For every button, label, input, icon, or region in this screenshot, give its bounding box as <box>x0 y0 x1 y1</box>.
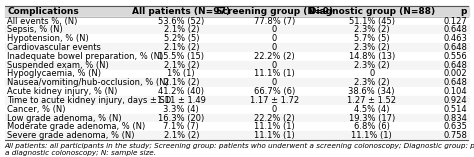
Text: 1% (1): 1% (1) <box>167 69 195 78</box>
Text: 0.648: 0.648 <box>443 78 467 87</box>
Text: 0.635: 0.635 <box>443 122 467 131</box>
Text: 0.127: 0.127 <box>443 16 467 26</box>
Text: Cancer, % (N): Cancer, % (N) <box>7 105 65 114</box>
Text: 0.648: 0.648 <box>443 25 467 34</box>
Text: All patients: all participants in the study; Screening group: patients who under: All patients: all participants in the st… <box>5 143 474 156</box>
Text: 5.7% (5): 5.7% (5) <box>354 34 390 43</box>
Text: 0: 0 <box>272 105 277 114</box>
Text: 2.1% (2): 2.1% (2) <box>164 43 199 52</box>
Bar <box>5 70 469 78</box>
Text: 0.463: 0.463 <box>443 34 467 43</box>
Bar <box>5 114 469 122</box>
Bar <box>5 87 469 96</box>
Text: Severe grade adenoma, % (N): Severe grade adenoma, % (N) <box>7 131 135 140</box>
Text: All events %, (N): All events %, (N) <box>7 16 77 26</box>
Text: Cardiovascular events: Cardiovascular events <box>7 43 101 52</box>
Text: Hypoglycaemia, % (N): Hypoglycaemia, % (N) <box>7 69 101 78</box>
Text: 41.2% (40): 41.2% (40) <box>158 87 204 96</box>
Text: 0: 0 <box>272 78 277 87</box>
Text: 16.3% (20): 16.3% (20) <box>158 114 204 122</box>
Text: 1.17 ± 1.72: 1.17 ± 1.72 <box>250 96 299 105</box>
Text: 2.3% (2): 2.3% (2) <box>354 61 390 70</box>
Text: 19.3% (17): 19.3% (17) <box>348 114 395 122</box>
Bar <box>5 52 469 61</box>
Text: 53.6% (52): 53.6% (52) <box>158 16 204 26</box>
Text: Acute kidney injury, % (N): Acute kidney injury, % (N) <box>7 87 118 96</box>
Text: 11.1% (1): 11.1% (1) <box>254 69 294 78</box>
Text: Low grade adenoma, % (N): Low grade adenoma, % (N) <box>7 114 122 122</box>
Text: 0.834: 0.834 <box>443 114 467 122</box>
Text: 11.1% (1): 11.1% (1) <box>254 131 294 140</box>
Text: Complications: Complications <box>7 7 79 16</box>
Bar <box>5 43 469 52</box>
Text: 2.3% (2): 2.3% (2) <box>354 78 390 87</box>
Text: 0.514: 0.514 <box>443 105 467 114</box>
Text: Inadequate bowel preparation, % (N): Inadequate bowel preparation, % (N) <box>7 52 164 61</box>
Bar <box>5 131 469 140</box>
Text: 2.1% (2): 2.1% (2) <box>164 131 199 140</box>
Text: 66.7% (6): 66.7% (6) <box>254 87 295 96</box>
Text: Time to acute kidney injury, days ± SD: Time to acute kidney injury, days ± SD <box>7 96 171 105</box>
Text: 1.27 ± 1.52: 1.27 ± 1.52 <box>347 96 396 105</box>
Text: 2.1% (2): 2.1% (2) <box>164 25 199 34</box>
Text: Suspended exam, % (N): Suspended exam, % (N) <box>7 61 109 70</box>
Text: 2.3% (2): 2.3% (2) <box>354 43 390 52</box>
Bar <box>5 122 469 131</box>
Bar <box>5 96 469 105</box>
Text: 38.6% (34): 38.6% (34) <box>348 87 395 96</box>
Text: Nausea/vomiting/hub-occlusion, % (N): Nausea/vomiting/hub-occlusion, % (N) <box>7 78 169 87</box>
Text: 1.11 ± 1.49: 1.11 ± 1.49 <box>157 96 206 105</box>
Bar <box>5 78 469 87</box>
Text: 0.648: 0.648 <box>443 43 467 52</box>
Text: 0.758: 0.758 <box>443 131 467 140</box>
Text: Screening group (N=9): Screening group (N=9) <box>216 7 333 16</box>
Text: 22.2% (2): 22.2% (2) <box>254 114 294 122</box>
Bar <box>5 17 469 25</box>
Text: 0: 0 <box>369 69 374 78</box>
Bar <box>5 34 469 43</box>
Text: Hypotension, % (N): Hypotension, % (N) <box>7 34 89 43</box>
Text: 0.104: 0.104 <box>443 87 467 96</box>
Text: 0: 0 <box>272 25 277 34</box>
Text: 2.1% (2): 2.1% (2) <box>164 78 199 87</box>
Text: Moderate grade adenoma, % (N): Moderate grade adenoma, % (N) <box>7 122 146 131</box>
Text: 51.1% (45): 51.1% (45) <box>349 16 395 26</box>
Text: 0.556: 0.556 <box>443 52 467 61</box>
Bar <box>5 25 469 34</box>
Text: All patients (N=97): All patients (N=97) <box>132 7 230 16</box>
Text: 11.1% (1): 11.1% (1) <box>254 122 294 131</box>
Text: 22.2% (2): 22.2% (2) <box>254 52 294 61</box>
Text: 2.1% (2): 2.1% (2) <box>164 61 199 70</box>
Text: 0: 0 <box>272 61 277 70</box>
Text: 11.1% (1): 11.1% (1) <box>351 131 392 140</box>
Text: 14.8% (13): 14.8% (13) <box>348 52 395 61</box>
Bar <box>5 61 469 70</box>
Text: Diagnostic group (N=88): Diagnostic group (N=88) <box>309 7 435 16</box>
Text: 0.002: 0.002 <box>443 69 467 78</box>
Text: 5.2% (5): 5.2% (5) <box>164 34 199 43</box>
Text: 0.648: 0.648 <box>443 61 467 70</box>
Text: 0: 0 <box>272 43 277 52</box>
Text: 77.8% (7): 77.8% (7) <box>254 16 295 26</box>
Text: 0: 0 <box>272 34 277 43</box>
Text: Sepsis, % (N): Sepsis, % (N) <box>7 25 63 34</box>
Text: 3.3% (4): 3.3% (4) <box>164 105 199 114</box>
Text: 4.5% (4): 4.5% (4) <box>354 105 390 114</box>
Text: 6.8% (6): 6.8% (6) <box>354 122 390 131</box>
Text: 2.3% (2): 2.3% (2) <box>354 25 390 34</box>
Bar <box>5 6 469 17</box>
Text: 0.924: 0.924 <box>443 96 467 105</box>
Text: 7.1% (7): 7.1% (7) <box>164 122 199 131</box>
Text: p: p <box>461 7 467 16</box>
Text: 15.5% (15): 15.5% (15) <box>158 52 204 61</box>
Bar <box>5 105 469 114</box>
